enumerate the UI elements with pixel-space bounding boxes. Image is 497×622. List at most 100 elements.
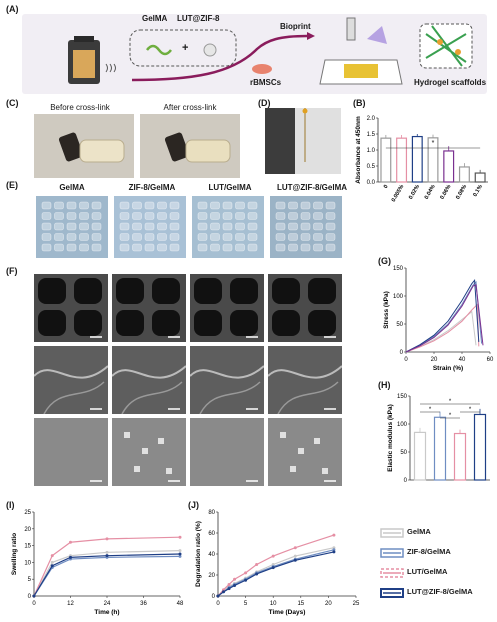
scaffold-pore bbox=[66, 243, 77, 252]
scaffold-pore bbox=[79, 222, 89, 231]
bioprint-label: Bioprint bbox=[280, 22, 311, 31]
chart-j-point bbox=[332, 533, 336, 537]
chart-b-bar bbox=[474, 172, 486, 183]
scaffold-pore bbox=[197, 243, 208, 252]
panel-label-g: (G) bbox=[378, 256, 391, 266]
legend-label-lutzif: LUT@ZIF-8/GelMA bbox=[407, 587, 473, 596]
sem-particle bbox=[314, 438, 320, 444]
legend-swatch-lut bbox=[380, 568, 404, 578]
panel-label-d: (D) bbox=[258, 98, 271, 108]
chart-g-x-tick-label: 60 bbox=[487, 357, 494, 363]
scaffold-photo-zif bbox=[114, 196, 186, 258]
scaffold-pore bbox=[41, 222, 52, 231]
scaffold-pore bbox=[91, 201, 102, 210]
chart-g-y-tick-label: 0 bbox=[400, 350, 404, 356]
chart-j-point bbox=[332, 546, 336, 550]
chart-j-point bbox=[216, 594, 220, 598]
sem-pore bbox=[230, 278, 258, 304]
scaffold-pore bbox=[325, 201, 336, 210]
chart-b-category-label: 0.06% bbox=[439, 184, 452, 201]
chart-j-y-tick-label: 80 bbox=[208, 510, 215, 516]
chart-g-series-gelma bbox=[405, 310, 477, 353]
chart-i-series-lut bbox=[33, 536, 181, 597]
chart-j-point bbox=[271, 554, 275, 558]
chart-g-y-tick-label: 150 bbox=[393, 266, 404, 272]
sem-pore bbox=[116, 278, 144, 304]
printing-needle-photo bbox=[265, 108, 341, 174]
chart-j-x-tick-label: 15 bbox=[297, 601, 304, 607]
scaffold-pore bbox=[169, 212, 180, 220]
chart-h-y-tick-label: 150 bbox=[397, 394, 408, 400]
sem-fold bbox=[277, 381, 339, 415]
scaffold-pore bbox=[119, 201, 130, 210]
chart-b-bar bbox=[411, 135, 423, 183]
scaffold-pore bbox=[169, 233, 180, 241]
scaffold-pore bbox=[300, 233, 311, 241]
chart-g-series-lutzif bbox=[405, 279, 480, 353]
scaffold-pore bbox=[222, 233, 233, 241]
chart-h-significance: * bbox=[469, 407, 472, 413]
sem-pore bbox=[308, 310, 336, 336]
legend-item-gelma: GelMA bbox=[380, 527, 495, 539]
panel-label-c: (C) bbox=[6, 98, 19, 108]
scaffold-pore bbox=[79, 233, 89, 241]
chart-b-category-label: 0.1% bbox=[472, 184, 484, 198]
vial-photo-after bbox=[140, 114, 240, 178]
scaffold-pore bbox=[54, 201, 64, 210]
legend-item-zif: ZIF-8/GelMA bbox=[380, 547, 495, 559]
scaffold-pore bbox=[325, 233, 336, 241]
chart-i-x-tick-label: 48 bbox=[177, 601, 184, 607]
scaffold-pore bbox=[54, 222, 64, 231]
chart-j-series-lutzif bbox=[217, 551, 335, 597]
sem-fold bbox=[199, 381, 261, 415]
lut-zif-label: LUT@ZIF-8 bbox=[177, 14, 220, 23]
chart-g-y-label: Stress (kPa) bbox=[383, 291, 390, 329]
scaffold-pore bbox=[275, 233, 286, 241]
scaffold-pore bbox=[132, 212, 142, 220]
chart-b-category-label: 0.08% bbox=[455, 184, 468, 201]
chart-j-x-label: Time (Days) bbox=[269, 609, 306, 616]
chart-i-y-tick-label: 25 bbox=[24, 510, 31, 516]
scaffold-pore bbox=[288, 243, 298, 252]
chart-h-y-label: Elastic modulus (kPa) bbox=[387, 404, 394, 472]
scaffold-pore bbox=[222, 222, 233, 231]
sem-pore bbox=[194, 310, 222, 336]
chart-h-bar bbox=[453, 432, 467, 481]
before-crosslink-caption: Before cross-link bbox=[50, 103, 110, 112]
scaffold-pore bbox=[300, 212, 311, 220]
chart-b-category-label: 0 bbox=[383, 184, 390, 190]
sem-particle bbox=[290, 466, 296, 472]
legend-swatch-lutzif bbox=[380, 588, 404, 598]
scaffold-pore bbox=[288, 212, 298, 220]
chart-b-y-tick-label: 1.0 bbox=[367, 148, 376, 154]
chart-i-x-tick-label: 0 bbox=[32, 601, 36, 607]
sem-pore bbox=[152, 278, 180, 304]
sem-image bbox=[189, 346, 265, 415]
chart-h-y-tick-label: 0 bbox=[404, 478, 408, 484]
chart-g-series-zif bbox=[405, 280, 483, 353]
chart-j-x-tick-label: 10 bbox=[270, 601, 277, 607]
gelma-label: GelMA bbox=[142, 14, 168, 23]
sem-pore bbox=[74, 310, 102, 336]
scaffold-photo-gelma bbox=[36, 196, 108, 258]
chart-i-point bbox=[32, 594, 36, 598]
scaffold-pore bbox=[235, 243, 245, 252]
scaffold-pore bbox=[300, 243, 311, 252]
chart-b-bar bbox=[458, 166, 470, 183]
scaffold-title-lut: LUT/GelMA bbox=[208, 183, 252, 192]
chart-i-point bbox=[178, 552, 182, 556]
chart-i-y-label: Swelling ratio bbox=[11, 533, 18, 575]
sem-pore bbox=[230, 310, 258, 336]
scaffold-pore bbox=[41, 212, 52, 220]
chart-g-x-tick-label: 20 bbox=[431, 357, 438, 363]
chart-j-y-tick-label: 20 bbox=[208, 573, 215, 579]
chart-i-series-lutzif bbox=[33, 553, 181, 597]
chart-i-series-zif bbox=[33, 555, 181, 597]
scaffold-pore bbox=[66, 212, 77, 220]
sem-image bbox=[34, 418, 108, 486]
chart-g-x-tick-label: 40 bbox=[459, 357, 466, 363]
scaffold-pore bbox=[300, 201, 311, 210]
sem-pore bbox=[194, 278, 222, 304]
scaffold-pore bbox=[288, 233, 298, 241]
chart-g: 0 20 40 60 0 50 100 150 Strain (%) Stress (kPa) bbox=[383, 266, 494, 372]
